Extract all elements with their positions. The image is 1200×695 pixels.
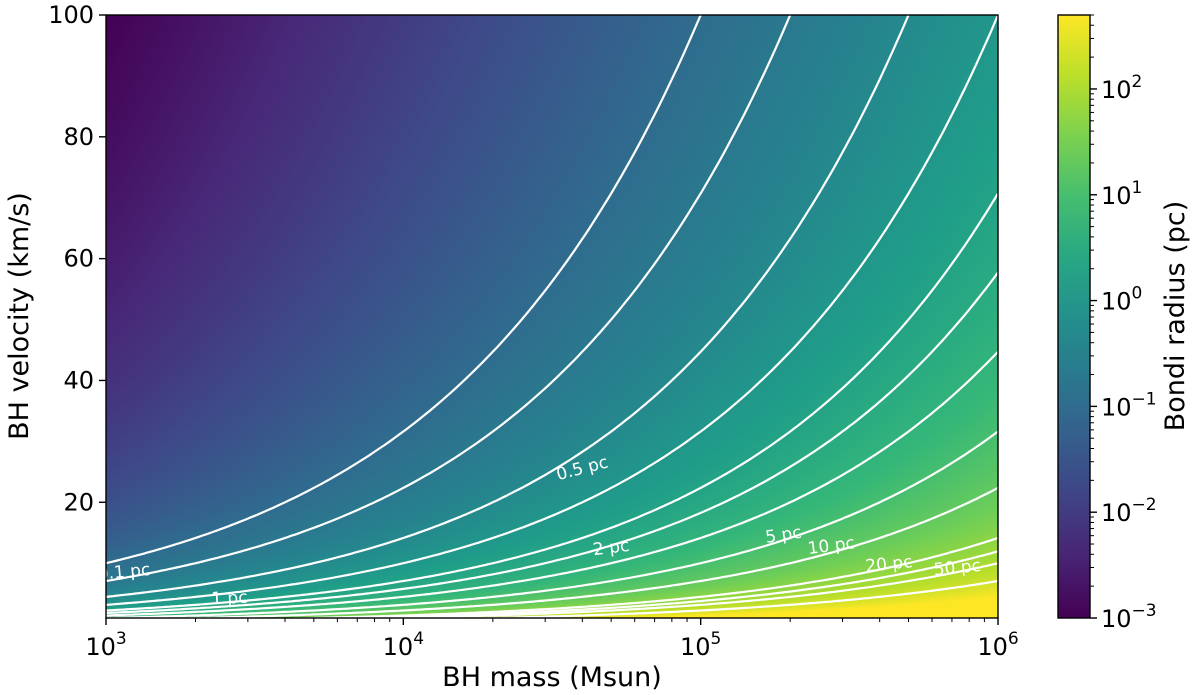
contour-label-9: 50 pc: [933, 556, 982, 580]
x-tick-label-2: 105: [680, 629, 721, 661]
contour-line-8: [143, 486, 998, 618]
plot-frame: [105, 14, 999, 619]
colorbar: 10−3 10−2 10−1 100 101 102 Bondi radius (pc): [1057, 14, 1191, 633]
y-tick-label-4: 100: [48, 1, 94, 29]
contour-line-10: [306, 550, 998, 618]
y-tick-label-2: 60: [63, 245, 94, 273]
contour-line-12: [440, 579, 998, 618]
contour-line-2: [106, 15, 910, 598]
contour-line-1: [106, 15, 792, 583]
contour-line-0: [106, 15, 702, 565]
contour-label-4: 2 pc: [592, 536, 631, 560]
y-axis-ticks: 20 40 60 80 100: [48, 1, 106, 516]
contour-label-3: 1 pc: [211, 588, 248, 610]
contour-line-11: [351, 562, 998, 618]
colorbar-fill: [1058, 15, 1090, 618]
colorbar-tick-label-4: 101: [1101, 178, 1142, 210]
contour-line-3: [106, 15, 998, 606]
colorbar-tick-label-5: 102: [1101, 72, 1142, 104]
contour-lines: [106, 15, 998, 618]
heatmap-field: [106, 15, 998, 618]
contour-line-9: [262, 536, 998, 618]
contour-label-8: 20 pc: [865, 552, 914, 577]
x-axis-label: BH mass (Msun): [442, 662, 662, 693]
x-tick-label-0: 103: [85, 629, 126, 661]
colorbar-label: Bondi radius (pc): [1160, 201, 1191, 431]
x-tick-label-1: 104: [383, 629, 424, 661]
y-tick-label-1: 40: [63, 366, 94, 394]
colorbar-tick-label-1: 10−2: [1101, 495, 1157, 527]
y-tick-label-0: 20: [63, 488, 94, 516]
x-axis-ticks: 103 104 105 106: [85, 618, 1019, 661]
colorbar-tick-label-3: 100: [1101, 284, 1142, 316]
contour-line-5: [106, 271, 998, 615]
y-tick-label-3: 80: [63, 123, 94, 151]
contour-line-7: [106, 430, 998, 618]
colorbar-ticks: 10−3 10−2 10−1 100 101 102: [1090, 14, 1157, 633]
colorbar-tick-label-2: 10−1: [1101, 389, 1157, 421]
y-axis-label: BH velocity (km/s): [4, 192, 35, 440]
x-tick-label-3: 106: [977, 629, 1018, 661]
contour-line-4: [106, 192, 998, 612]
colorbar-tick-label-0: 10−3: [1101, 601, 1157, 633]
contour-line-6: [106, 350, 998, 617]
